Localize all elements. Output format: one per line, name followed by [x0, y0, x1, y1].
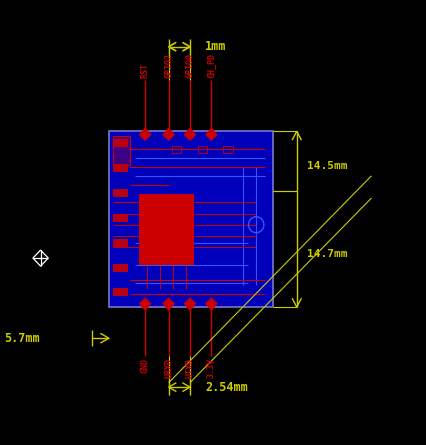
Text: 14.7mm: 14.7mm: [307, 249, 347, 259]
Text: RST: RST: [140, 63, 150, 78]
Text: 1mm: 1mm: [204, 40, 226, 53]
Bar: [113, 164, 128, 172]
Bar: [197, 146, 207, 153]
Bar: [223, 146, 232, 153]
Bar: [109, 131, 273, 307]
Bar: [113, 214, 128, 222]
Polygon shape: [184, 128, 195, 140]
Polygon shape: [163, 128, 174, 140]
Text: GPIO2: GPIO2: [164, 53, 173, 78]
Text: 3.3V: 3.3V: [206, 358, 216, 378]
Polygon shape: [205, 298, 216, 310]
Text: CH_PD: CH_PD: [206, 53, 216, 78]
Text: GPIO0: GPIO0: [185, 53, 194, 78]
Bar: [113, 189, 128, 197]
Text: 5.7mm: 5.7mm: [4, 332, 40, 345]
Bar: [172, 146, 181, 153]
Bar: [113, 263, 128, 271]
Polygon shape: [139, 128, 150, 140]
Text: UTXD: UTXD: [185, 358, 194, 378]
Polygon shape: [163, 298, 174, 310]
Polygon shape: [184, 298, 195, 310]
Bar: [138, 194, 194, 265]
Bar: [113, 239, 128, 247]
Bar: [113, 139, 128, 147]
Bar: [113, 136, 130, 165]
Polygon shape: [205, 128, 216, 140]
Polygon shape: [139, 298, 150, 310]
Text: 2.54mm: 2.54mm: [204, 380, 247, 394]
Bar: [113, 136, 130, 165]
Text: URXD: URXD: [164, 358, 173, 378]
Bar: [113, 288, 128, 296]
Text: GND: GND: [140, 358, 150, 373]
Text: 14.5mm: 14.5mm: [307, 161, 347, 171]
